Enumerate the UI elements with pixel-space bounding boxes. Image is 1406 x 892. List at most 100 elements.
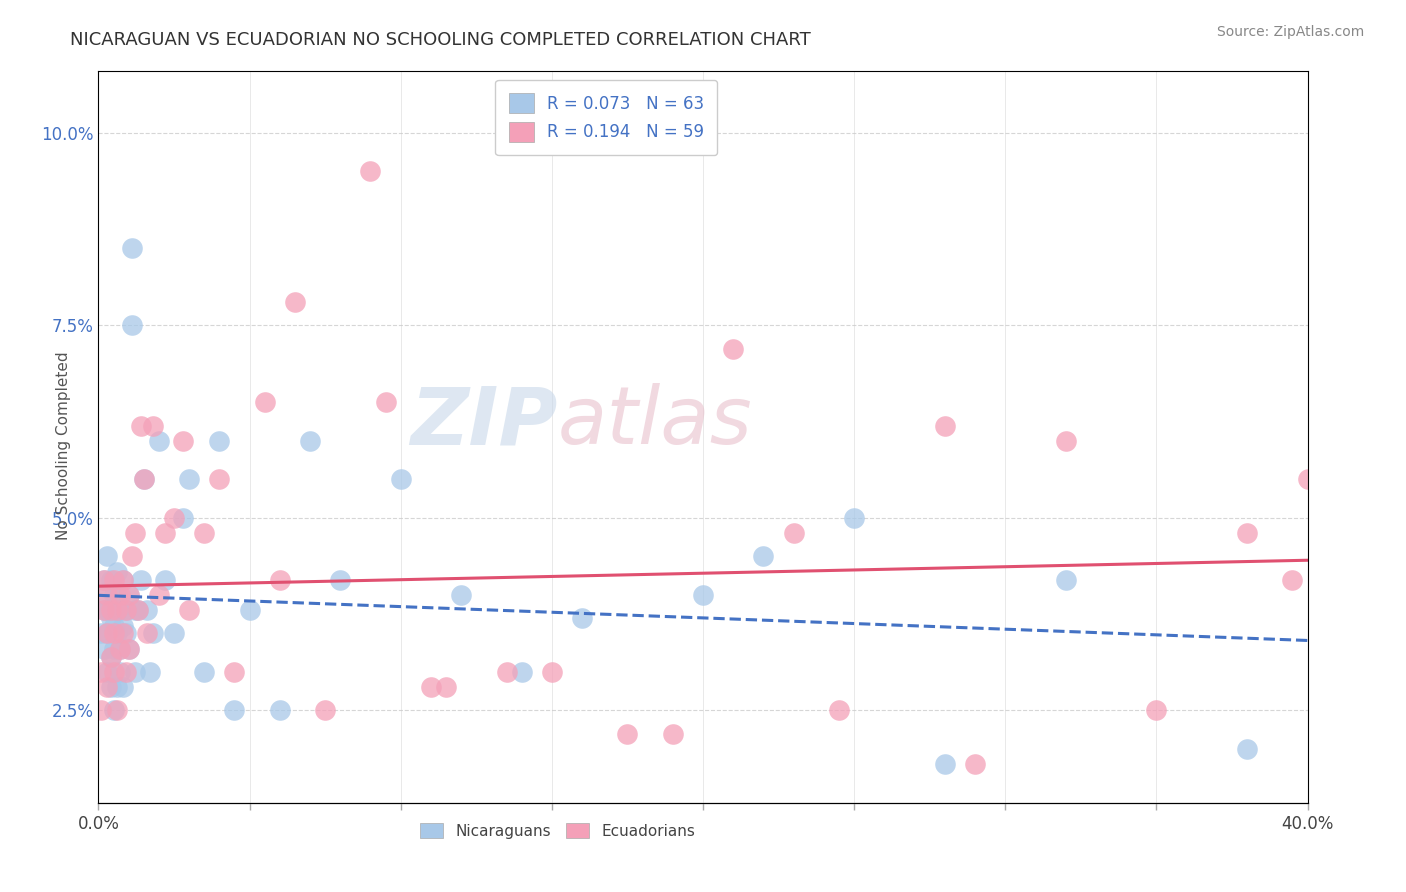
Point bbox=[100, 649, 122, 664]
Point bbox=[510, 665, 533, 679]
Point bbox=[208, 472, 231, 486]
Point bbox=[299, 434, 322, 448]
Text: atlas: atlas bbox=[558, 384, 752, 461]
Point bbox=[93, 641, 115, 656]
Text: No Schooling Completed: No Schooling Completed bbox=[56, 351, 70, 541]
Point bbox=[1236, 742, 1258, 756]
Point bbox=[108, 641, 131, 656]
Point bbox=[314, 703, 336, 717]
Point bbox=[111, 626, 134, 640]
Point bbox=[105, 603, 128, 617]
Point bbox=[965, 757, 987, 772]
Point bbox=[96, 665, 118, 679]
Point bbox=[103, 641, 125, 656]
Point bbox=[118, 588, 141, 602]
Point bbox=[105, 703, 128, 717]
Point bbox=[100, 649, 122, 664]
Point bbox=[96, 626, 118, 640]
Point bbox=[208, 434, 231, 448]
Point bbox=[96, 626, 118, 640]
Point bbox=[752, 549, 775, 564]
Point bbox=[153, 526, 176, 541]
Point bbox=[360, 164, 382, 178]
Point bbox=[1236, 526, 1258, 541]
Point bbox=[118, 641, 141, 656]
Point bbox=[284, 295, 307, 310]
Point bbox=[121, 549, 143, 564]
Point bbox=[93, 573, 115, 587]
Point bbox=[132, 472, 155, 486]
Point bbox=[1144, 703, 1167, 717]
Point bbox=[828, 703, 851, 717]
Point bbox=[96, 549, 118, 564]
Point bbox=[692, 588, 714, 602]
Point bbox=[329, 573, 352, 587]
Point bbox=[90, 665, 112, 679]
Point bbox=[108, 588, 131, 602]
Point bbox=[139, 665, 162, 679]
Point bbox=[93, 603, 115, 617]
Point bbox=[96, 588, 118, 602]
Point bbox=[844, 511, 866, 525]
Point bbox=[108, 665, 131, 679]
Point bbox=[118, 641, 141, 656]
Point bbox=[193, 665, 215, 679]
Point bbox=[121, 242, 143, 256]
Point bbox=[540, 665, 562, 679]
Point bbox=[153, 573, 176, 587]
Point bbox=[103, 573, 125, 587]
Legend: Nicaraguans, Ecuadorians: Nicaraguans, Ecuadorians bbox=[413, 815, 703, 847]
Point bbox=[108, 641, 131, 656]
Point bbox=[224, 703, 246, 717]
Point bbox=[105, 565, 128, 579]
Point bbox=[142, 626, 165, 640]
Point bbox=[93, 573, 115, 587]
Point bbox=[90, 588, 112, 602]
Point bbox=[121, 318, 143, 333]
Point bbox=[239, 603, 262, 617]
Point bbox=[105, 588, 128, 602]
Point bbox=[148, 588, 170, 602]
Point bbox=[224, 665, 246, 679]
Point bbox=[374, 395, 396, 409]
Point bbox=[661, 726, 683, 740]
Point bbox=[118, 588, 141, 602]
Point bbox=[103, 626, 125, 640]
Point bbox=[114, 603, 136, 617]
Point bbox=[142, 418, 165, 433]
Point bbox=[1296, 472, 1319, 486]
Point bbox=[124, 526, 146, 541]
Point bbox=[253, 395, 276, 409]
Point bbox=[111, 618, 134, 632]
Point bbox=[100, 573, 122, 587]
Point bbox=[124, 665, 146, 679]
Point bbox=[100, 603, 122, 617]
Text: NICARAGUAN VS ECUADORIAN NO SCHOOLING COMPLETED CORRELATION CHART: NICARAGUAN VS ECUADORIAN NO SCHOOLING CO… bbox=[70, 31, 811, 49]
Point bbox=[103, 665, 125, 679]
Point bbox=[269, 573, 291, 587]
Point bbox=[783, 526, 806, 541]
Point bbox=[103, 588, 125, 602]
Point bbox=[105, 681, 128, 695]
Point bbox=[135, 626, 157, 640]
Point bbox=[103, 618, 125, 632]
Point bbox=[495, 665, 517, 679]
Point bbox=[179, 603, 201, 617]
Text: Source: ZipAtlas.com: Source: ZipAtlas.com bbox=[1216, 25, 1364, 39]
Point bbox=[420, 681, 443, 695]
Point bbox=[723, 342, 745, 356]
Point bbox=[135, 603, 157, 617]
Point bbox=[105, 626, 128, 640]
Point bbox=[114, 665, 136, 679]
Point bbox=[934, 757, 956, 772]
Point bbox=[269, 703, 291, 717]
Point bbox=[114, 603, 136, 617]
Point bbox=[163, 511, 186, 525]
Point bbox=[111, 681, 134, 695]
Point bbox=[100, 681, 122, 695]
Point bbox=[111, 573, 134, 587]
Point bbox=[148, 434, 170, 448]
Point bbox=[571, 611, 593, 625]
Point bbox=[108, 603, 131, 617]
Point bbox=[172, 434, 194, 448]
